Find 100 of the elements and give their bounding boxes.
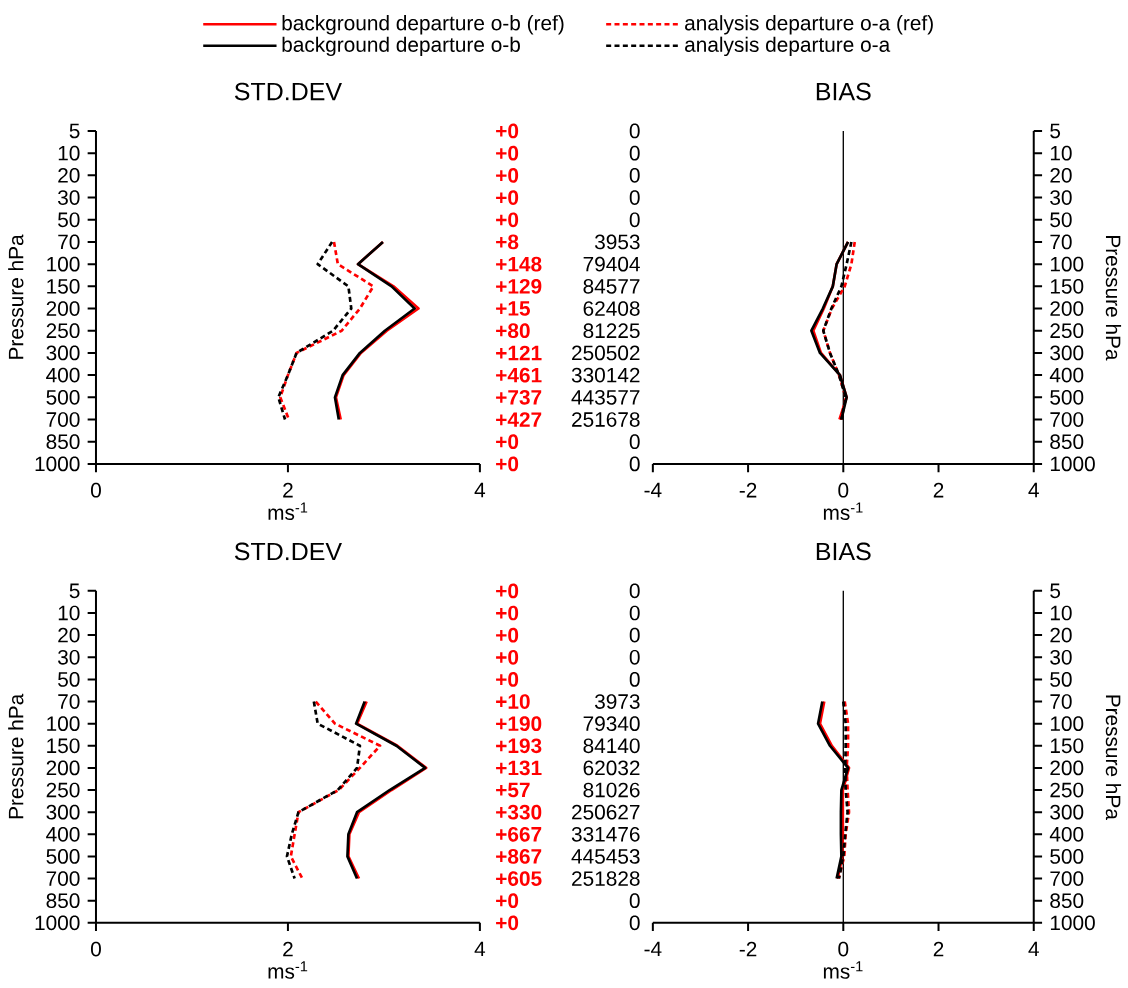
- y-tick-label: 100: [1050, 256, 1084, 272]
- text: 0: [629, 212, 640, 228]
- y-tick-label: 250: [46, 323, 80, 339]
- y-tick-label: 100: [47, 716, 80, 732]
- y-tick-label: 100: [1050, 716, 1084, 732]
- text: 443577: [571, 390, 640, 405]
- chart-title: BIAS: [816, 542, 871, 561]
- legend-label: background departure o-b: [282, 36, 520, 57]
- text: +0: [496, 145, 519, 161]
- y-tick-label: 70: [1050, 234, 1072, 250]
- y-axis-title: Pressure hPa: [1105, 236, 1122, 361]
- y-tick-label: 5: [1050, 583, 1061, 599]
- text: +0: [496, 650, 519, 665]
- text: +667: [496, 827, 542, 842]
- x-tick-label: 4: [1028, 482, 1039, 498]
- x-axis-title: ms$^{-1}$: [268, 961, 308, 979]
- y-tick-label: 300: [46, 345, 80, 361]
- text: +605: [496, 871, 542, 887]
- text: 445453: [571, 849, 640, 864]
- legend-label: analysis departure o-a (ref): [685, 15, 933, 35]
- y-tick-label: 150: [1050, 738, 1084, 754]
- y-tick-label: 250: [46, 782, 80, 798]
- y-tick-label: 5: [69, 123, 80, 139]
- y-tick-label: 100: [47, 256, 80, 272]
- chart-title: BIAS: [816, 82, 871, 101]
- y-tick-label: 300: [46, 804, 80, 820]
- x-tick-label: -4: [644, 482, 662, 498]
- text: 0: [629, 583, 640, 599]
- text: +193: [496, 738, 542, 754]
- text: +190: [496, 716, 542, 732]
- text: 0: [629, 915, 640, 931]
- y-tick-label: 200: [46, 760, 80, 776]
- y-tick-label: 50: [58, 212, 80, 228]
- y-tick-label: 400: [1049, 827, 1084, 842]
- text: 0: [629, 627, 640, 643]
- text: +0: [496, 605, 519, 621]
- text: 331476: [571, 827, 640, 842]
- y-tick-label: 250: [1050, 323, 1084, 339]
- text: +0: [496, 583, 519, 599]
- text: +737: [496, 390, 542, 405]
- y-tick-label: 850: [1050, 434, 1084, 450]
- y-tick-label: 200: [46, 301, 80, 317]
- y-tick-label: 10: [58, 145, 80, 161]
- y-tick-label: 400: [46, 367, 80, 383]
- text: +0: [496, 212, 519, 228]
- text: +121: [496, 345, 542, 361]
- text: 251678: [572, 412, 640, 427]
- text: 84577: [583, 279, 640, 294]
- legend-label: analysis departure o-a: [685, 36, 891, 57]
- x-axis-title: ms$^{-1}$: [823, 502, 863, 521]
- x-tick-label: 0: [838, 482, 849, 498]
- text: 62408: [583, 301, 640, 317]
- text: +0: [496, 893, 519, 909]
- text: +867: [496, 849, 542, 864]
- text: +0: [496, 123, 519, 139]
- y-tick-label: 850: [1050, 893, 1084, 909]
- y-tick-label: 500: [46, 390, 80, 405]
- text: +148: [496, 256, 542, 272]
- x-tick-label: -2: [739, 941, 757, 957]
- y-tick-label: 70: [58, 694, 80, 709]
- text: 330142: [571, 367, 640, 383]
- y-tick-label: 20: [58, 168, 80, 183]
- y-tick-label: 300: [1050, 345, 1084, 361]
- y-tick-label: 300: [1050, 804, 1084, 820]
- text: 62032: [583, 760, 640, 776]
- text: 0: [629, 168, 640, 183]
- legend-label: background departure o-b (ref): [282, 15, 564, 35]
- text: 81225: [583, 323, 640, 339]
- y-axis-title: Pressure hPa: [8, 234, 24, 359]
- x-tick-label: 0: [838, 941, 849, 957]
- y-tick-label: 500: [46, 849, 80, 864]
- text: +0: [496, 434, 519, 450]
- text: 81026: [583, 782, 640, 798]
- y-tick-label: 1000: [1050, 456, 1095, 472]
- text: 0: [629, 123, 640, 139]
- y-tick-label: 700: [1050, 871, 1084, 887]
- y-tick-label: 700: [46, 412, 80, 427]
- text: 0: [629, 145, 640, 161]
- text: 3973: [594, 694, 640, 709]
- x-tick-label: 2: [283, 482, 293, 498]
- y-axis-title: Pressure hPa: [1105, 695, 1122, 820]
- y-tick-label: 20: [58, 627, 80, 643]
- text: +0: [496, 672, 519, 687]
- text: 79340: [583, 716, 640, 732]
- text: 251828: [572, 871, 640, 887]
- text: 250627: [572, 804, 640, 820]
- y-tick-label: 5: [1050, 123, 1061, 139]
- text: +461: [496, 367, 542, 383]
- x-axis-title: ms$^{-1}$: [268, 502, 308, 521]
- chart-title: STD.DEV: [234, 542, 342, 561]
- text: +10: [496, 694, 530, 709]
- x-tick-label: 4: [474, 482, 486, 498]
- text: +80: [496, 323, 530, 339]
- text: +131: [496, 760, 542, 776]
- text: +0: [496, 627, 519, 643]
- y-tick-label: 20: [1050, 168, 1072, 183]
- y-tick-label: 850: [46, 893, 80, 909]
- x-tick-label: 4: [1028, 941, 1039, 957]
- text: +8: [496, 234, 519, 250]
- y-tick-label: 150: [47, 279, 80, 294]
